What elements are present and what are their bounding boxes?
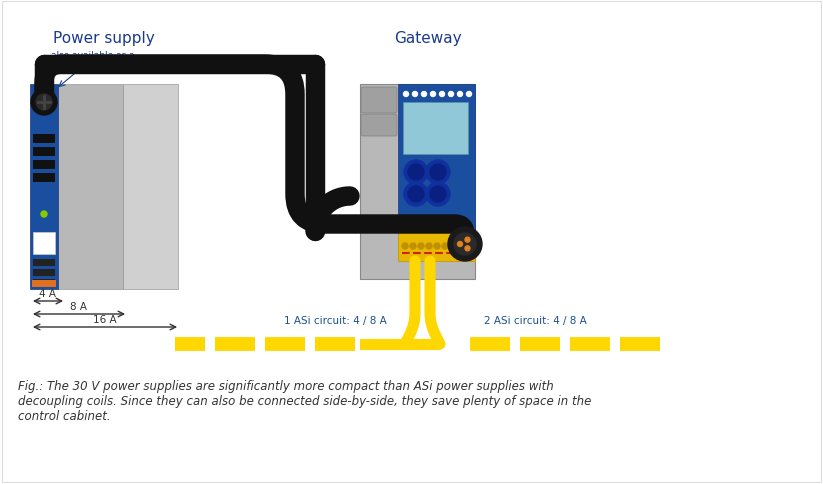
Circle shape — [449, 92, 453, 97]
Circle shape — [421, 92, 426, 97]
Text: 1 ASi circuit: 4 / 8 A: 1 ASi circuit: 4 / 8 A — [284, 316, 386, 325]
Circle shape — [426, 161, 450, 184]
Circle shape — [454, 233, 476, 256]
Circle shape — [412, 92, 417, 97]
Text: Fig.: The 30 V power supplies are significantly more compact than ASi power supp: Fig.: The 30 V power supplies are signif… — [18, 379, 592, 422]
Circle shape — [467, 92, 472, 97]
FancyBboxPatch shape — [361, 88, 397, 114]
FancyBboxPatch shape — [33, 270, 55, 276]
Text: 2 ASi circuit: 4 / 8 A: 2 ASi circuit: 4 / 8 A — [484, 316, 586, 325]
Circle shape — [426, 243, 432, 249]
FancyBboxPatch shape — [361, 115, 397, 136]
Circle shape — [465, 246, 470, 251]
FancyBboxPatch shape — [33, 174, 55, 182]
FancyBboxPatch shape — [123, 85, 178, 289]
Circle shape — [458, 92, 463, 97]
Circle shape — [465, 238, 470, 242]
Text: Gateway: Gateway — [393, 30, 462, 45]
Circle shape — [448, 227, 482, 261]
Text: 4 A: 4 A — [40, 288, 57, 298]
Circle shape — [402, 243, 408, 249]
FancyBboxPatch shape — [33, 148, 55, 157]
Circle shape — [442, 243, 448, 249]
Circle shape — [430, 187, 446, 203]
FancyBboxPatch shape — [33, 161, 55, 170]
Text: 16 A: 16 A — [93, 314, 117, 324]
Circle shape — [418, 243, 424, 249]
Circle shape — [466, 243, 472, 249]
Circle shape — [434, 243, 440, 249]
Circle shape — [410, 243, 416, 249]
Circle shape — [430, 92, 435, 97]
FancyBboxPatch shape — [33, 135, 55, 144]
FancyBboxPatch shape — [32, 280, 56, 287]
Circle shape — [41, 212, 47, 217]
Circle shape — [450, 243, 456, 249]
Circle shape — [404, 182, 428, 207]
Text: Power supply: Power supply — [53, 30, 155, 45]
FancyBboxPatch shape — [360, 85, 475, 279]
Text: also available as a
3 phases model: also available as a 3 phases model — [51, 50, 135, 70]
Circle shape — [439, 92, 444, 97]
FancyBboxPatch shape — [33, 259, 55, 267]
Circle shape — [408, 187, 424, 203]
FancyBboxPatch shape — [398, 85, 475, 235]
Circle shape — [426, 182, 450, 207]
FancyBboxPatch shape — [30, 85, 58, 289]
Circle shape — [36, 95, 52, 111]
Circle shape — [408, 165, 424, 181]
FancyBboxPatch shape — [33, 279, 55, 287]
FancyBboxPatch shape — [403, 103, 468, 155]
FancyBboxPatch shape — [398, 231, 475, 261]
Circle shape — [403, 92, 408, 97]
Circle shape — [31, 90, 57, 116]
FancyBboxPatch shape — [58, 85, 123, 289]
FancyBboxPatch shape — [33, 232, 55, 255]
Text: 8 A: 8 A — [71, 302, 87, 311]
Circle shape — [458, 242, 463, 247]
Circle shape — [430, 165, 446, 181]
Circle shape — [404, 161, 428, 184]
Circle shape — [458, 243, 464, 249]
